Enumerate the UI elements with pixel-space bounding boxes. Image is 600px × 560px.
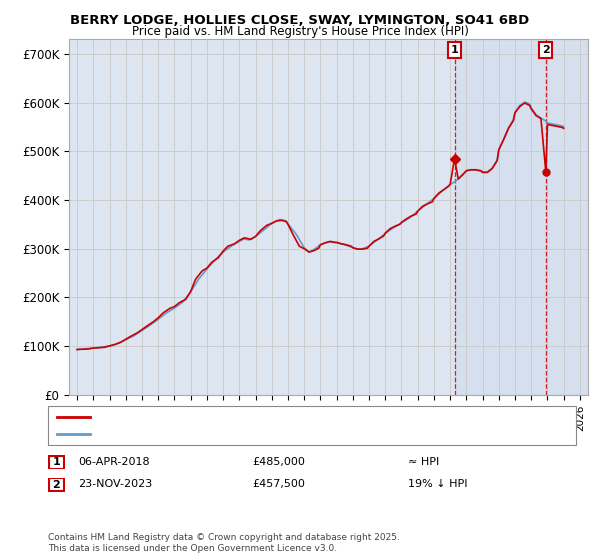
Bar [455, 39, 588, 395]
Text: BERRY LODGE, HOLLIES CLOSE, SWAY, LYMINGTON, SO41 6BD: BERRY LODGE, HOLLIES CLOSE, SWAY, LYMING… [70, 14, 530, 27]
Text: 23-NOV-2023: 23-NOV-2023 [78, 479, 152, 489]
Text: ≈ HPI: ≈ HPI [408, 457, 439, 467]
Text: This data is licensed under the Open Government Licence v3.0.: This data is licensed under the Open Gov… [48, 544, 337, 553]
Text: £457,500: £457,500 [252, 479, 305, 489]
Text: 1: 1 [451, 45, 458, 55]
Text: 2: 2 [53, 480, 60, 489]
Text: BERRY LODGE, HOLLIES CLOSE, SWAY, LYMINGTON, SO41 6BD (detached house): BERRY LODGE, HOLLIES CLOSE, SWAY, LYMING… [96, 412, 514, 422]
Text: Contains HM Land Registry data © Crown copyright and database right 2025.: Contains HM Land Registry data © Crown c… [48, 533, 400, 542]
Text: HPI: Average price, detached house, New Forest: HPI: Average price, detached house, New … [96, 429, 347, 439]
Text: Price paid vs. HM Land Registry's House Price Index (HPI): Price paid vs. HM Land Registry's House … [131, 25, 469, 38]
Text: £485,000: £485,000 [252, 457, 305, 467]
Text: 06-APR-2018: 06-APR-2018 [78, 457, 149, 467]
Text: 19% ↓ HPI: 19% ↓ HPI [408, 479, 467, 489]
Text: 1: 1 [53, 458, 60, 467]
Text: 2: 2 [542, 45, 550, 55]
